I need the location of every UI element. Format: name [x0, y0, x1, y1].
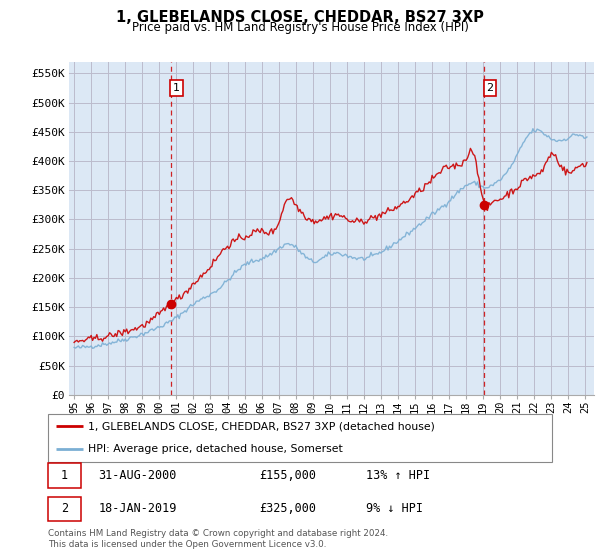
Text: 18-JAN-2019: 18-JAN-2019: [98, 502, 177, 515]
Text: 1, GLEBELANDS CLOSE, CHEDDAR, BS27 3XP: 1, GLEBELANDS CLOSE, CHEDDAR, BS27 3XP: [116, 10, 484, 25]
Text: 9% ↓ HPI: 9% ↓ HPI: [365, 502, 422, 515]
Bar: [48, 497, 81, 521]
Text: 2: 2: [61, 502, 68, 515]
Text: £325,000: £325,000: [260, 502, 317, 515]
Text: 1: 1: [173, 83, 180, 93]
Text: 1: 1: [61, 469, 68, 482]
Text: 2: 2: [487, 83, 494, 93]
Text: 1, GLEBELANDS CLOSE, CHEDDAR, BS27 3XP (detached house): 1, GLEBELANDS CLOSE, CHEDDAR, BS27 3XP (…: [88, 421, 435, 431]
Text: Contains HM Land Registry data © Crown copyright and database right 2024.
This d: Contains HM Land Registry data © Crown c…: [48, 529, 388, 549]
Text: Price paid vs. HM Land Registry's House Price Index (HPI): Price paid vs. HM Land Registry's House …: [131, 21, 469, 34]
Text: HPI: Average price, detached house, Somerset: HPI: Average price, detached house, Some…: [88, 444, 343, 454]
Text: £155,000: £155,000: [260, 469, 317, 482]
Text: 31-AUG-2000: 31-AUG-2000: [98, 469, 177, 482]
Text: 13% ↑ HPI: 13% ↑ HPI: [365, 469, 430, 482]
Bar: [48, 463, 81, 488]
